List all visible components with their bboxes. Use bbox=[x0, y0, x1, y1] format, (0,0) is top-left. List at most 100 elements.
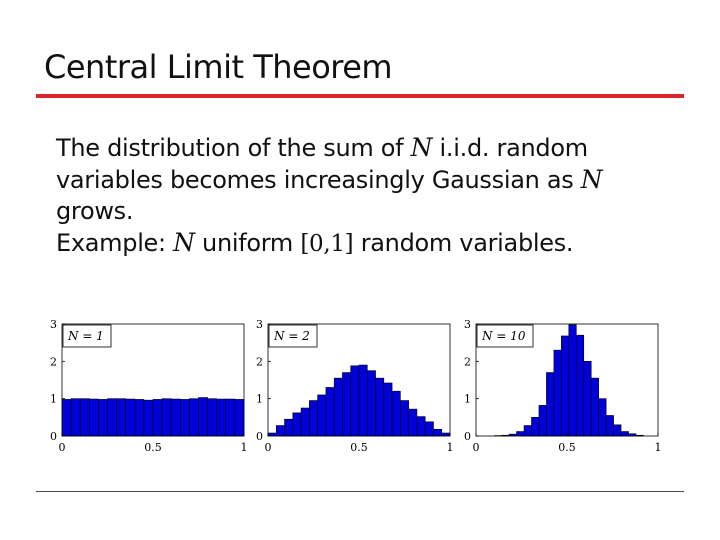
bottom-divider bbox=[36, 491, 684, 492]
histogram-bar bbox=[225, 398, 236, 437]
body-text-segment: variables becomes increasingly Gaussian … bbox=[56, 166, 581, 194]
x-tick-label: 1 bbox=[447, 441, 454, 454]
histogram-bar bbox=[70, 398, 81, 437]
histogram-bar bbox=[267, 432, 277, 437]
histogram-bar bbox=[79, 398, 90, 437]
histogram-bar bbox=[538, 405, 547, 437]
histogram-bar bbox=[375, 377, 385, 437]
histogram-bar bbox=[143, 399, 154, 437]
x-tick-label: 0 bbox=[473, 441, 480, 454]
histogram-bar bbox=[107, 398, 117, 437]
histogram-n1: 0 1 2 3 0 0.5 1 N = 1 bbox=[50, 318, 248, 454]
histogram-bar bbox=[613, 424, 622, 437]
body-text-segment: The distribution of the sum of bbox=[56, 134, 411, 162]
math-variable-n: N bbox=[173, 228, 195, 257]
annotation-label: N = 1 bbox=[67, 329, 104, 343]
y-tick-label: 1 bbox=[256, 393, 263, 406]
body-line-1: The distribution of the sum of N i.i.d. … bbox=[56, 132, 696, 164]
histogram-bar bbox=[134, 399, 145, 437]
histogram-bar bbox=[433, 428, 443, 437]
x-tick-label: 1 bbox=[241, 441, 248, 454]
legend-box bbox=[476, 324, 534, 348]
histogram-bar bbox=[391, 390, 401, 437]
x-tick-label: 0.5 bbox=[144, 441, 162, 454]
slide-body: The distribution of the sum of N i.i.d. … bbox=[56, 132, 696, 260]
body-text-segment: uniform bbox=[194, 229, 301, 257]
y-tick-label: 1 bbox=[464, 393, 471, 406]
histogram-bar bbox=[546, 372, 555, 437]
histogram-bar bbox=[300, 407, 310, 437]
body-line-2: variables becomes increasingly Gaussian … bbox=[56, 164, 696, 196]
histogram-bar bbox=[325, 387, 335, 437]
histogram-bar bbox=[350, 365, 360, 437]
slide-title: Central Limit Theorem bbox=[44, 48, 393, 86]
histogram-bar bbox=[408, 408, 418, 437]
title-underline bbox=[36, 94, 684, 98]
histogram-bar bbox=[523, 425, 532, 437]
body-text-segment: i.i.d. random bbox=[432, 134, 589, 162]
histogram-bar bbox=[620, 431, 629, 437]
histogram-bar bbox=[275, 425, 285, 437]
histogram-bar bbox=[342, 372, 352, 437]
y-tick-label: 0 bbox=[256, 430, 263, 443]
body-line-4: Example: N uniform [0,1] random variable… bbox=[56, 227, 696, 260]
annotation-label: N = 2 bbox=[273, 329, 310, 343]
histogram-bar bbox=[98, 399, 108, 437]
histogram-n2: 0 1 2 3 0 0.5 1 N = 2 bbox=[256, 318, 454, 454]
histogram-bar bbox=[180, 399, 190, 437]
histogram-bar bbox=[400, 400, 409, 437]
x-tick-label: 1 bbox=[655, 441, 662, 454]
histogram-bar bbox=[116, 398, 126, 437]
y-tick-label: 3 bbox=[464, 318, 471, 331]
body-text-segment: Example: bbox=[56, 229, 174, 257]
y-tick-label: 2 bbox=[256, 355, 263, 368]
histogram-bar bbox=[88, 398, 99, 437]
histogram-bar bbox=[441, 432, 451, 437]
histogram-bar bbox=[161, 398, 172, 437]
histogram-bar bbox=[216, 398, 227, 437]
y-tick-label: 2 bbox=[464, 355, 471, 368]
x-tick-label: 0.5 bbox=[558, 441, 576, 454]
y-tick-label: 3 bbox=[256, 318, 263, 331]
histogram-bar bbox=[424, 421, 434, 437]
histogram-bar bbox=[583, 361, 592, 437]
x-tick-label: 0.5 bbox=[350, 441, 368, 454]
histogram-bar bbox=[358, 364, 368, 437]
histogram-bar bbox=[605, 415, 614, 437]
body-text-segment: grows. bbox=[56, 197, 134, 225]
histogram-bar bbox=[292, 412, 302, 437]
body-text-segment: random variables. bbox=[353, 229, 574, 257]
body-line-3: grows. bbox=[56, 196, 696, 227]
histogram-bar bbox=[61, 399, 72, 437]
y-tick-label: 0 bbox=[464, 430, 471, 443]
histogram-bar bbox=[516, 431, 525, 437]
histogram-bar bbox=[383, 382, 393, 437]
histogram-bar bbox=[553, 349, 562, 437]
legend-box bbox=[268, 324, 318, 348]
histogram-bar bbox=[125, 398, 136, 437]
x-tick-label: 0 bbox=[59, 441, 66, 454]
y-tick-label: 3 bbox=[50, 318, 57, 331]
histogram-bar bbox=[366, 370, 376, 437]
histogram-bar bbox=[531, 417, 540, 437]
y-tick-label: 1 bbox=[50, 393, 57, 406]
histogram-bar bbox=[568, 324, 577, 437]
histogram-bar bbox=[170, 398, 181, 437]
histogram-bar bbox=[207, 398, 218, 437]
histogram-bar bbox=[189, 398, 199, 437]
math-interval: [0,1] bbox=[300, 231, 354, 257]
histogram-bar bbox=[416, 416, 426, 437]
annotation-label: N = 10 bbox=[481, 329, 526, 343]
histogram-bar bbox=[198, 397, 208, 437]
histogram-bar bbox=[152, 399, 163, 437]
histogram-n10: 0 1 2 3 0 0.5 1 N = 10 bbox=[464, 318, 662, 454]
legend-box bbox=[62, 324, 112, 348]
histogram-bar bbox=[333, 377, 343, 437]
histogram-bar bbox=[234, 399, 245, 437]
histogram-bar bbox=[575, 334, 585, 437]
y-tick-label: 2 bbox=[50, 355, 57, 368]
histogram-bar bbox=[284, 418, 294, 437]
histogram-bar bbox=[590, 377, 599, 437]
x-tick-label: 0 bbox=[265, 441, 272, 454]
histogram-bar bbox=[309, 400, 318, 437]
